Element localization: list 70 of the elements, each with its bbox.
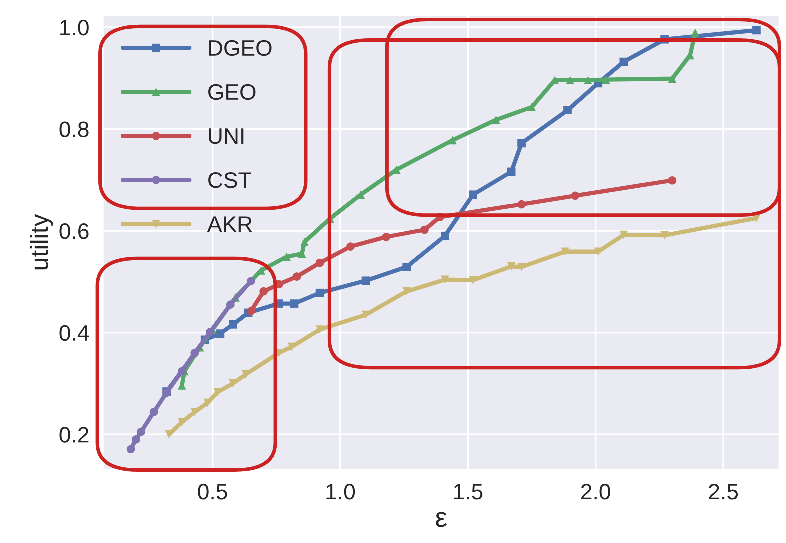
- point: [178, 367, 186, 376]
- point: [316, 258, 324, 268]
- legend-label: DGEO: [209, 40, 272, 56]
- point: [492, 116, 500, 124]
- point: [190, 349, 200, 358]
- point: [382, 232, 391, 242]
- point: [150, 408, 158, 416]
- point: [448, 136, 457, 145]
- point: [620, 230, 628, 240]
- y-tick-label: 0.2: [60, 427, 89, 443]
- point: [660, 231, 669, 240]
- point: [214, 388, 222, 397]
- point: [292, 272, 302, 281]
- point: [362, 310, 370, 320]
- point: [260, 287, 268, 296]
- x-tick-label: 0.5: [198, 484, 228, 500]
- point: [246, 307, 256, 316]
- point: [216, 330, 225, 338]
- point: [752, 26, 761, 35]
- point: [564, 106, 572, 115]
- y-tick-label: 1.0: [60, 20, 89, 36]
- point: [518, 262, 526, 272]
- point: [584, 76, 592, 85]
- legend-label: CST: [208, 172, 252, 188]
- point: [620, 58, 628, 66]
- point: [126, 445, 136, 454]
- y-tick-label: 0.6: [60, 224, 89, 240]
- point: [602, 76, 610, 84]
- point: [316, 288, 324, 298]
- legend-label: GEO: [208, 84, 256, 100]
- point: [507, 262, 516, 271]
- x-tick-label: 2.5: [709, 484, 738, 500]
- point: [566, 76, 574, 85]
- point: [469, 190, 478, 200]
- x-tick-label: 1.0: [326, 484, 356, 500]
- point: [571, 192, 580, 200]
- point: [300, 238, 309, 246]
- y-tick-label: 0.8: [60, 122, 89, 138]
- legend-label: AKR: [207, 216, 252, 232]
- point: [561, 248, 570, 256]
- point: [137, 428, 146, 436]
- point: [441, 232, 450, 240]
- point: [420, 226, 429, 234]
- point: [518, 139, 526, 148]
- y-tick-label: 0.4: [60, 325, 90, 342]
- point: [282, 252, 292, 262]
- point: [226, 300, 235, 309]
- point: [362, 276, 370, 286]
- x-tick-label: 2.0: [582, 484, 610, 500]
- point: [132, 436, 140, 444]
- legend-label: UNI: [209, 128, 244, 144]
- x-axis-title: ε: [436, 512, 447, 528]
- point: [518, 200, 526, 209]
- point: [229, 320, 238, 329]
- x-tick-label: 1.5: [454, 484, 483, 500]
- point: [402, 287, 412, 296]
- point: [528, 103, 536, 112]
- point: [507, 168, 516, 176]
- point: [441, 276, 450, 284]
- point: [668, 176, 677, 185]
- point: [206, 328, 214, 336]
- point: [316, 326, 324, 334]
- point: [246, 277, 256, 286]
- point: [346, 242, 355, 251]
- point: [691, 28, 700, 38]
- point: [290, 300, 299, 308]
- point: [469, 276, 478, 285]
- point: [668, 74, 677, 83]
- point: [402, 262, 412, 272]
- y-axis-title: utility: [30, 214, 54, 270]
